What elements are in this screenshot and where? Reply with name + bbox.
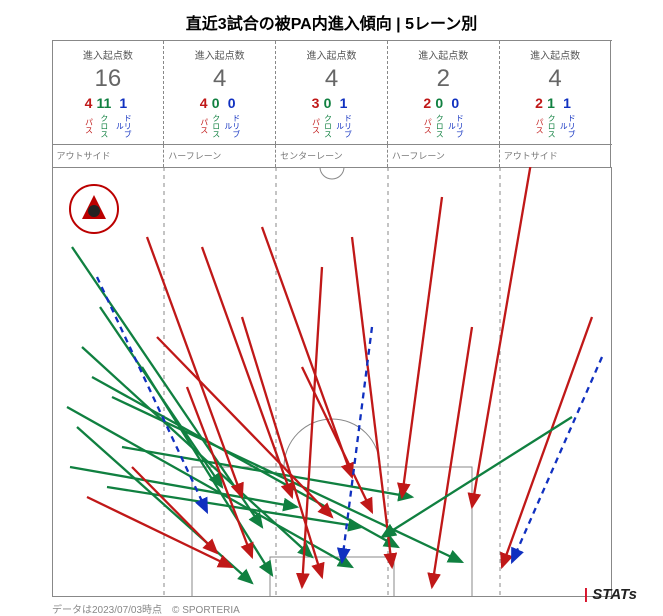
lane-label: 進入起点数 — [278, 47, 385, 62]
lane-name: センターレーン — [275, 145, 387, 167]
brand-text: STATs — [588, 586, 637, 603]
bd-cross: 1クロス — [547, 96, 555, 140]
bd-dribble: 1ドリブル — [335, 96, 351, 140]
lane-col: 進入起点数42パス 1クロス 1ドリブル — [499, 41, 612, 144]
pitch-diagram — [52, 167, 612, 597]
lane-col: 進入起点数43パス 0クロス 1ドリブル — [275, 41, 387, 144]
lane-label: 進入起点数 — [55, 47, 162, 62]
lane-name: アウトサイド — [499, 145, 612, 167]
bd-cross: 0クロス — [323, 96, 331, 140]
bd-pass: 2パス — [423, 96, 431, 140]
bd-dribble: 0ドリブル — [447, 96, 463, 140]
bd-cross: 0クロス — [435, 96, 443, 140]
lane-label: 進入起点数 — [390, 47, 497, 62]
bd-dribble: 1ドリブル — [559, 96, 575, 140]
lane-col: 進入起点数44パス 0クロス 0ドリブル — [163, 41, 275, 144]
lane-breakdown: 2パス 1クロス 1ドリブル — [502, 96, 609, 140]
lane-label: 進入起点数 — [502, 47, 609, 62]
bd-pass: 4パス — [84, 96, 92, 140]
bd-pass: 3パス — [311, 96, 319, 140]
lane-label: 進入起点数 — [166, 47, 273, 62]
lane-total: 2 — [390, 62, 497, 96]
bd-pass: 2パス — [535, 96, 543, 140]
lane-total: 4 — [278, 62, 385, 96]
bd-dribble: 0ドリブル — [224, 96, 240, 140]
chart-title: 直近3試合の被PA内進入傾向 | 5レーン別 — [0, 0, 663, 40]
bd-cross: 11クロス — [96, 96, 111, 140]
team-logo-icon — [70, 185, 118, 233]
lane-name: ハーフレーン — [387, 145, 499, 167]
bd-dribble: 1ドリブル — [115, 96, 131, 140]
lane-name: ハーフレーン — [163, 145, 275, 167]
lane-breakdown: 4パス 0クロス 0ドリブル — [166, 96, 273, 140]
pitch-wrap — [52, 167, 612, 597]
chart-container: 直近3試合の被PA内進入傾向 | 5レーン別 進入起点数164パス11クロス1ド… — [0, 0, 663, 611]
lane-col: 進入起点数22パス 0クロス 0ドリブル — [387, 41, 499, 144]
bd-cross: 0クロス — [212, 96, 220, 140]
brand-logo: | STATs — [584, 586, 637, 603]
lane-names-row: アウトサイドハーフレーンセンターレーンハーフレーンアウトサイド — [52, 145, 612, 167]
lane-total: 4 — [502, 62, 609, 96]
bd-pass: 4パス — [200, 96, 208, 140]
footer-text: データは2023/07/03時点 © SPORTERIA — [0, 597, 663, 616]
lane-breakdown: 3パス 0クロス 1ドリブル — [278, 96, 385, 140]
lane-name: アウトサイド — [52, 145, 164, 167]
lane-total: 16 — [55, 62, 162, 96]
lanes-header: 進入起点数164パス11クロス1ドリブル進入起点数44パス0クロス0ドリブル進入… — [52, 40, 612, 145]
lane-total: 4 — [166, 62, 273, 96]
lane-breakdown: 2パス 0クロス 0ドリブル — [390, 96, 497, 140]
lane-breakdown: 4パス 11クロス 1ドリブル — [55, 96, 162, 140]
lane-col: 進入起点数164パス 11クロス 1ドリブル — [52, 41, 164, 144]
